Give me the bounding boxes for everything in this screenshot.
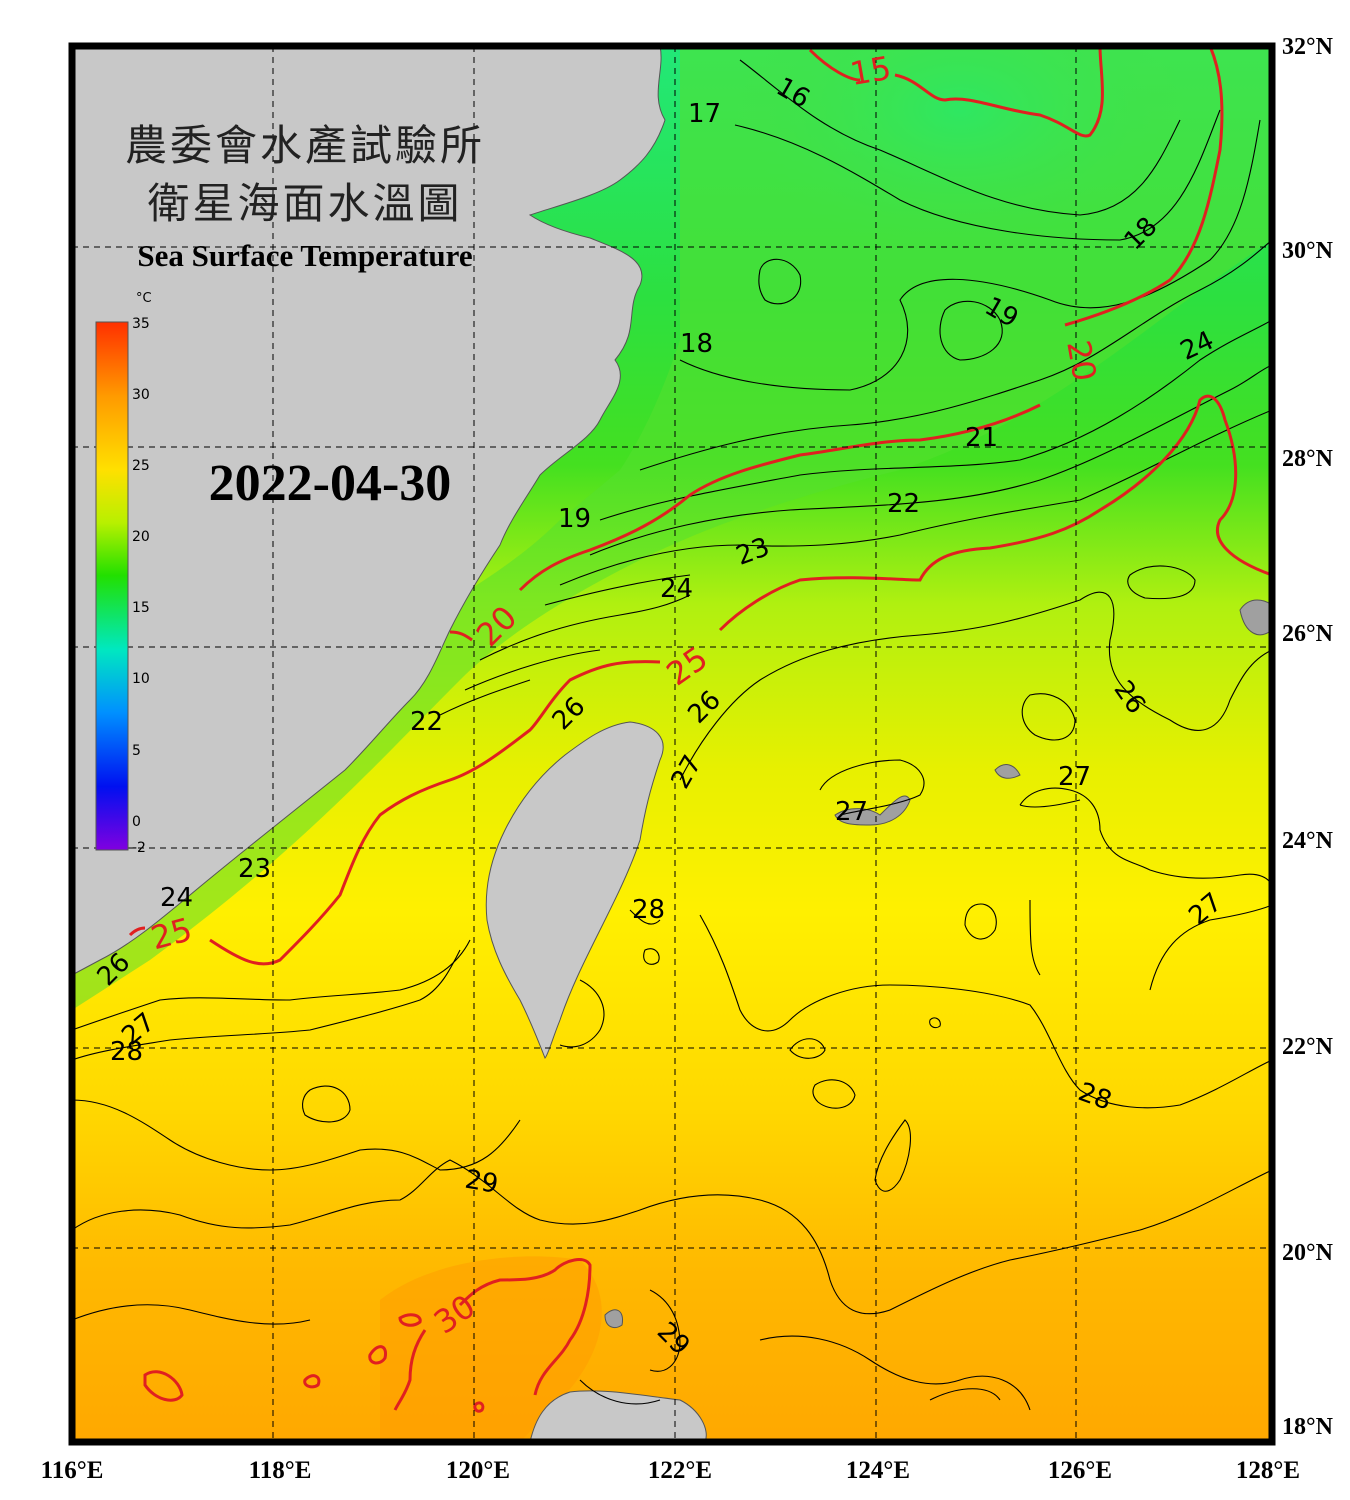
isotherm-15-right	[894, 46, 1104, 138]
lon-label: 124°E	[846, 1457, 910, 1484]
legend-unit: °C	[136, 291, 152, 306]
lat-label: 32°N	[1282, 34, 1334, 60]
isotherm-30-loop-1	[398, 1313, 422, 1327]
isotherm-lines-black	[72, 59, 1272, 1411]
contour-label: 21	[965, 423, 998, 453]
legend-colorbar	[95, 321, 129, 851]
lon-label: 120°E	[446, 1457, 510, 1484]
taiwan-island	[485, 721, 664, 1059]
lat-label: 28°N	[1282, 446, 1334, 472]
legend-tick: -2	[132, 840, 146, 856]
isotherm-30-loop-3	[303, 1374, 321, 1389]
lat-label: 30°N	[1282, 238, 1334, 264]
isotherm-25-west	[209, 660, 661, 966]
legend-tick: 0	[132, 814, 141, 830]
graticule	[72, 46, 1272, 1442]
contour-label: 17	[688, 99, 721, 129]
legend-tick: 35	[132, 316, 150, 332]
legend-tick: 10	[132, 671, 150, 687]
contour-label: 29	[463, 1165, 501, 1200]
legend-tick: 30	[132, 387, 150, 403]
lat-label: 22°N	[1282, 1034, 1334, 1060]
lon-label: 116°E	[41, 1457, 104, 1484]
contour-label: 24	[160, 883, 193, 913]
contour-label: 27	[835, 797, 868, 827]
isotherm-30-main	[458, 1258, 592, 1396]
legend-tick: 15	[132, 600, 150, 616]
isotherm-20-north	[1064, 46, 1224, 327]
warm-water-region	[380, 1256, 602, 1442]
isotherm-20-main	[518, 403, 1041, 592]
map-frame	[68, 42, 1276, 1446]
contour-label: 22	[410, 707, 443, 737]
contour-label-red: 15	[847, 49, 894, 93]
luzon-island	[529, 1390, 707, 1442]
title-chinese-line1: 農委會水產試驗所	[125, 121, 485, 170]
legend-tick: 20	[132, 529, 150, 545]
lon-label: 128°E	[1236, 1457, 1300, 1484]
contour-label: 19	[558, 504, 591, 534]
lat-label: 26°N	[1282, 621, 1334, 647]
contour-label: 23	[238, 854, 271, 884]
title-english: Sea Surface Temperature	[137, 238, 472, 273]
contour-label-red: 20	[1059, 337, 1103, 384]
lon-label: 118°E	[249, 1457, 312, 1484]
isotherm-25-coast	[128, 926, 146, 937]
color-legend: °C 35 30 25 20 15 10 5 0 -2	[95, 291, 152, 856]
legend-tick: 25	[132, 458, 150, 474]
legend-tick: 5	[132, 743, 141, 759]
contour-label: 27	[1058, 762, 1091, 792]
longitude-labels: 116°E 118°E 120°E 122°E 124°E 126°E 128°…	[41, 1457, 1300, 1484]
date-label: 2022-04-30	[209, 455, 452, 512]
lon-label: 126°E	[1048, 1457, 1112, 1484]
lat-label: 18°N	[1282, 1414, 1334, 1440]
title-chinese-line2: 衛星海面水溫圖	[147, 179, 462, 228]
miyako-island	[994, 764, 1021, 779]
lon-label: 122°E	[648, 1457, 712, 1484]
contour-label: 22	[887, 489, 920, 519]
isotherm-30-tail	[393, 1329, 427, 1411]
isotherm-25-east	[718, 394, 1272, 632]
isotherm-30-loop-2	[368, 1345, 388, 1365]
isotherm-lines-red	[128, 46, 1272, 1413]
yaeyama-islands	[834, 795, 911, 826]
okinawa-island	[1239, 599, 1272, 636]
isotherm-30-loop-5	[473, 1401, 485, 1413]
contour-label: 28	[110, 1037, 143, 1067]
latitude-labels: 32°N 30°N 28°N 26°N 24°N 22°N 20°N 18°N	[1282, 34, 1334, 1440]
lat-label: 24°N	[1282, 828, 1334, 854]
lat-label: 20°N	[1282, 1240, 1334, 1266]
isotherm-15-left	[808, 48, 861, 82]
batanes-islands	[604, 1309, 624, 1328]
contour-label: 24	[660, 574, 693, 604]
contour-label: 18	[680, 329, 713, 359]
isotherm-20-coast	[449, 630, 473, 642]
china-mainland	[72, 46, 666, 976]
contour-label: 28	[632, 895, 665, 925]
isotherm-30-loop-4	[143, 1370, 184, 1402]
